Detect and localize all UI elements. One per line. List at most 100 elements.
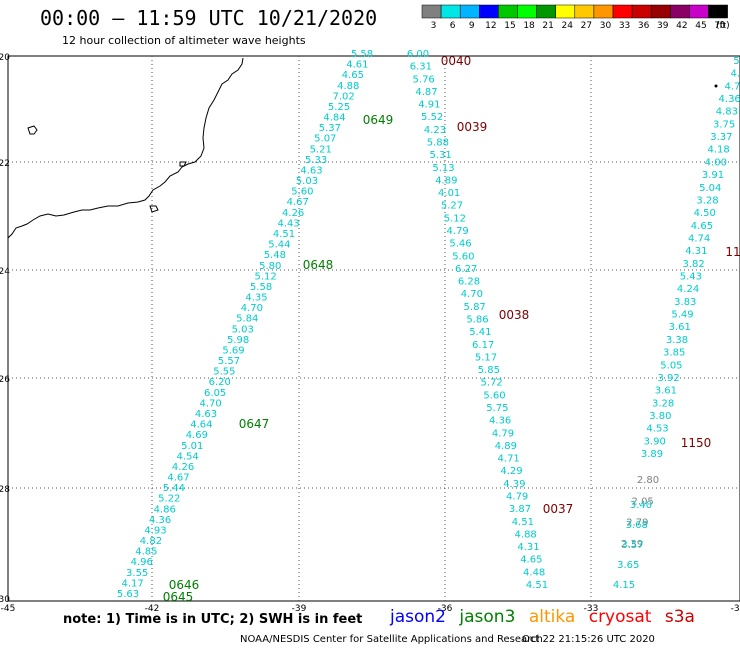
footer-note: note: 1) Time is in UTC; 2) SWH is in fe… <box>63 612 363 627</box>
colorbar-tick-label: 70 <box>714 21 726 31</box>
wave-height-value: 4.36 <box>719 94 740 105</box>
wave-height-value: 2.39 <box>621 539 643 550</box>
colorbar-unit: (ft) <box>716 21 730 31</box>
wave-height-value: 5.55 <box>213 367 235 378</box>
wave-height-value: 5.58 <box>351 49 373 60</box>
wave-height-value: 3.28 <box>652 398 674 409</box>
colorbar-tick-label: 30 <box>600 21 612 31</box>
colorbar-swatch <box>670 4 690 19</box>
colorbar-swatch <box>593 4 614 19</box>
wave-height-value: 5.60 <box>452 251 474 262</box>
wave-height-value: 4.51 <box>526 580 548 591</box>
wave-height-value: 5.25 <box>328 102 350 113</box>
wave-height-value: 4.74 <box>688 233 710 244</box>
wave-height-value: 4.43 <box>277 218 299 229</box>
wave-height-value: 4.86 <box>154 504 176 515</box>
wave-height-value: 6.20 <box>209 377 231 388</box>
wave-height-value: 3.75 <box>713 119 735 130</box>
wave-height-value: 4.65 <box>520 555 542 566</box>
colorbar-tick-label: 45 <box>695 21 706 31</box>
wave-height-value: 4.84 <box>323 113 345 124</box>
pass-time-label: 11 <box>725 245 740 259</box>
wave-height-value: 4.63 <box>300 165 322 176</box>
wave-height-value: 4.39 <box>503 479 525 490</box>
pass-time-label: 0649 <box>363 113 394 127</box>
wave-height-value: 4.50 <box>694 208 716 219</box>
colorbar-legend: 3 6 9 12 15 18 21 24 27 30 33 36 39 42 45 70(ft) <box>421 4 730 31</box>
wave-height-value: 4.23 <box>424 125 446 136</box>
lon-tick-label: -45 <box>1 604 16 614</box>
brazil-coastline <box>7 57 244 239</box>
wave-height-value: 5.72 <box>481 378 503 389</box>
colorbar-swatch <box>517 4 537 19</box>
wave-height-value: 5.12 <box>444 213 466 224</box>
wave-height-value: 4.70 <box>199 398 221 409</box>
wave-height-value: 4.31 <box>517 542 539 553</box>
wave-height-value: 3.61 <box>669 322 691 333</box>
wave-height-value: 5.44 <box>268 240 290 251</box>
wave-height-value: 4.89 <box>435 175 457 186</box>
pass-time-label: 0647 <box>239 417 270 431</box>
sat-jason3: jason3 <box>459 607 516 627</box>
colorbar-tick-label: 39 <box>657 21 669 31</box>
lat-tick-label: -24 <box>0 267 10 277</box>
generated-timestamp: Oct 22 21:15:26 UTC 2020 <box>522 634 655 645</box>
lat-lon-grid: -20-22-24-26-28-30-45-42-39-36-33-30 <box>0 53 740 614</box>
wave-height-value: 3.82 <box>682 259 704 270</box>
wave-height-value: 5.44 <box>163 483 185 494</box>
island-outline <box>149 205 159 213</box>
wave-height-value: 5.52 <box>421 112 443 123</box>
wave-height-value: 4.26 <box>172 462 194 473</box>
pass-time-label: 0038 <box>499 308 530 322</box>
wave-height-value: 5.48 <box>264 250 286 261</box>
colorbar-swatch <box>631 4 652 19</box>
wave-height-value: 5.57 <box>218 356 240 367</box>
wave-height-value: 2.79 <box>626 518 648 529</box>
wave-height-value: 4.69 <box>186 430 208 441</box>
pass-time-label: 0039 <box>457 120 488 134</box>
wave-height-value: 5.80 <box>259 261 281 272</box>
wave-height-value: 4.48 <box>523 567 545 578</box>
wave-height-value: 4.93 <box>144 525 166 536</box>
wave-height-value: 4.70 <box>241 303 263 314</box>
lon-tick-label: -39 <box>292 604 307 614</box>
wave-height-value: 5. <box>733 56 740 67</box>
colorbar-swatch <box>650 4 671 19</box>
wave-height-value: 3.83 <box>674 297 696 308</box>
wave-height-value: 6.00 <box>407 49 429 60</box>
colorbar-swatch <box>498 4 518 19</box>
pass-time-label: 0037 <box>543 502 574 516</box>
pass-time-label: 0645 <box>163 590 194 604</box>
colorbar-tick-label: 3 <box>431 21 437 31</box>
wave-height-value: 4.64 <box>190 420 212 431</box>
colorbar-tick-label: 9 <box>469 21 475 31</box>
sat-s3a: s3a <box>664 607 695 627</box>
wave-height-value: 5.58 <box>250 282 272 293</box>
lon-tick-label: -42 <box>145 604 160 614</box>
colorbar-tick-label: 42 <box>676 21 687 31</box>
wave-height-value: 5.76 <box>413 74 435 85</box>
wave-height-value: 3.90 <box>644 436 666 447</box>
wave-height-value: 3.61 <box>655 386 677 397</box>
wave-height-value: 5.03 <box>232 324 254 335</box>
wave-height-value: 3.28 <box>696 195 718 206</box>
wave-height-value: 6.31 <box>410 62 432 73</box>
wave-height-value: 4.15 <box>613 580 635 591</box>
wave-height-value: 3.40 <box>630 500 652 511</box>
wave-height-value: 4.65 <box>342 70 364 81</box>
wave-height-value: 6.28 <box>458 277 480 288</box>
wave-height-value: 4.88 <box>515 529 537 540</box>
pass-time-label: 1150 <box>681 436 712 450</box>
wave-height-value: 4.29 <box>500 466 522 477</box>
wave-height-value: 4.70 <box>461 289 483 300</box>
wave-height-value: 5.49 <box>671 310 693 321</box>
colorbar-swatch <box>459 4 480 19</box>
wave-height-value: 5.41 <box>469 327 491 338</box>
wave-height-value: 5.88 <box>427 138 449 149</box>
colorbar-tick-label: 15 <box>504 21 515 31</box>
wave-height-value: 4.26 <box>282 208 304 219</box>
satellite-legend: jason2 jason3 altika cryosat s3a <box>390 607 703 627</box>
wave-height-value: 4.36 <box>489 416 511 427</box>
wave-height-value: 5.21 <box>310 144 332 155</box>
